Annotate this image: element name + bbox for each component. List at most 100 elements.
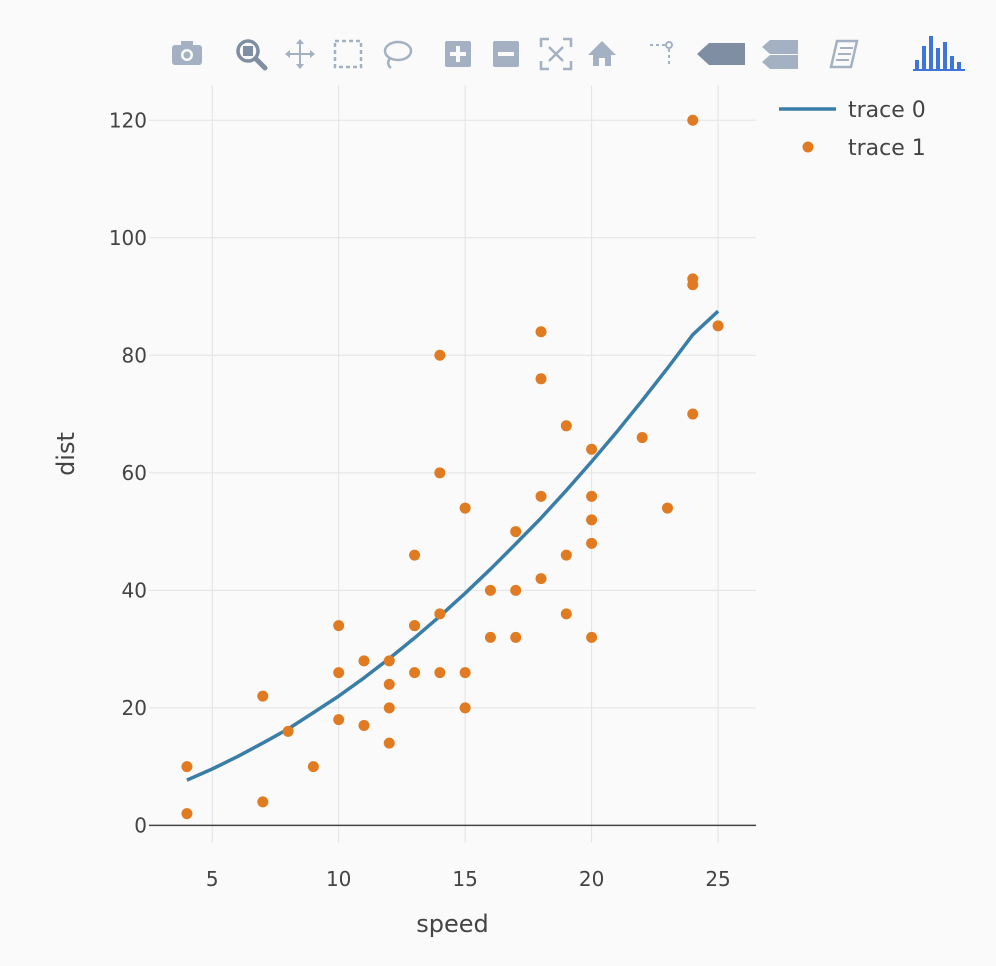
trace-1-point[interactable] bbox=[484, 631, 496, 643]
zoom-button[interactable] bbox=[225, 34, 277, 74]
lasso-icon bbox=[383, 40, 413, 69]
trace-1-point[interactable] bbox=[459, 502, 471, 514]
trace-1-point[interactable] bbox=[307, 761, 319, 773]
trace-1-point[interactable] bbox=[535, 490, 547, 502]
x-tick-label: 15 bbox=[452, 867, 477, 891]
trace-1-point[interactable] bbox=[409, 667, 421, 679]
trace-1-point[interactable] bbox=[333, 667, 345, 679]
pan-icon bbox=[285, 39, 315, 69]
trace-1-point[interactable] bbox=[586, 490, 598, 502]
gridlines bbox=[149, 85, 756, 843]
trace-1-point[interactable] bbox=[434, 467, 446, 479]
trace-1-point[interactable] bbox=[383, 702, 395, 714]
y-tick-label: 80 bbox=[122, 343, 147, 367]
trace-1-point[interactable] bbox=[434, 608, 446, 620]
trace-1-point[interactable] bbox=[510, 584, 522, 596]
trace-1-point[interactable] bbox=[181, 761, 193, 773]
box-select-button[interactable] bbox=[322, 34, 374, 74]
edit-chart-studio-button[interactable] bbox=[819, 34, 871, 74]
trace-1-point[interactable] bbox=[535, 573, 547, 585]
autoscale-icon bbox=[539, 37, 573, 71]
trace-1-point[interactable] bbox=[434, 349, 446, 361]
trace-1-point[interactable] bbox=[282, 725, 294, 737]
trace-1-point[interactable] bbox=[560, 549, 572, 561]
trace-1-point[interactable] bbox=[434, 667, 446, 679]
trace-1-point[interactable] bbox=[586, 514, 598, 526]
download-plot-button[interactable] bbox=[161, 34, 213, 74]
spike-lines-icon bbox=[650, 41, 673, 67]
y-tick-label: 120 bbox=[109, 108, 147, 132]
legend-marker-swatch bbox=[802, 141, 814, 153]
trace-0-line[interactable] bbox=[186, 309, 720, 782]
trace-1-point[interactable] bbox=[510, 526, 522, 538]
trace-1-point[interactable] bbox=[358, 655, 370, 667]
box-select-icon bbox=[333, 39, 363, 69]
legend-item-0[interactable]: trace 0 bbox=[779, 98, 926, 123]
y-tick-label: 60 bbox=[122, 461, 147, 485]
y-tick-labels: 0 20 40 60 80 100 120 bbox=[109, 108, 147, 837]
trace-1-point[interactable] bbox=[687, 408, 699, 420]
trace-1-point[interactable] bbox=[586, 631, 598, 643]
trace-1-point[interactable] bbox=[383, 678, 395, 690]
legend-label: trace 0 bbox=[848, 98, 926, 123]
trace-1-point[interactable] bbox=[484, 584, 496, 596]
autoscale-button[interactable] bbox=[530, 34, 582, 74]
trace-1-point[interactable] bbox=[409, 620, 421, 632]
x-tick-label: 5 bbox=[206, 867, 219, 891]
zoom-out-button[interactable] bbox=[480, 34, 532, 74]
x-tick-label: 25 bbox=[705, 867, 730, 891]
y-tick-label: 0 bbox=[134, 813, 147, 837]
hover-compare-icon bbox=[762, 40, 798, 69]
zoom-out-icon bbox=[493, 41, 519, 67]
zoom-icon bbox=[236, 39, 268, 71]
trace-1-point[interactable] bbox=[333, 714, 345, 726]
toggle-spike-lines-button[interactable] bbox=[636, 34, 688, 74]
home-icon bbox=[588, 41, 616, 66]
trace-1-point[interactable] bbox=[535, 326, 547, 338]
legend-label: trace 1 bbox=[848, 136, 926, 161]
trace-1-point[interactable] bbox=[409, 549, 421, 561]
x-tick-labels: 5 10 15 20 25 bbox=[206, 867, 731, 891]
trace-1-point[interactable] bbox=[383, 655, 395, 667]
trace-1-point[interactable] bbox=[333, 620, 345, 632]
pan-button[interactable] bbox=[274, 34, 326, 74]
trace-1-point[interactable] bbox=[535, 373, 547, 385]
trace-1-point[interactable] bbox=[661, 502, 673, 514]
plotly-logo-icon bbox=[913, 36, 965, 71]
legend: trace 0 trace 1 bbox=[779, 98, 926, 161]
trace-1-point[interactable] bbox=[358, 719, 370, 731]
legend-item-1[interactable]: trace 1 bbox=[802, 136, 926, 161]
plotly-logo-link[interactable] bbox=[913, 34, 965, 74]
trace-1-point[interactable] bbox=[586, 443, 598, 455]
trace-1-point[interactable] bbox=[510, 631, 522, 643]
trace-1-point[interactable] bbox=[636, 432, 648, 444]
trace-1-point[interactable] bbox=[459, 667, 471, 679]
zoom-in-button[interactable] bbox=[432, 34, 484, 74]
trace-1-point[interactable] bbox=[459, 702, 471, 714]
x-tick-label: 20 bbox=[579, 867, 604, 891]
trace-1-point[interactable] bbox=[257, 796, 269, 808]
trace-1-point[interactable] bbox=[383, 737, 395, 749]
x-axis-title: speed bbox=[416, 910, 489, 938]
trace-1-point[interactable] bbox=[560, 420, 572, 432]
hover-compare-button[interactable] bbox=[754, 34, 806, 74]
reset-axes-button[interactable] bbox=[576, 34, 628, 74]
plot-traces bbox=[181, 114, 724, 820]
modebar bbox=[161, 34, 965, 74]
trace-1-point[interactable] bbox=[257, 690, 269, 702]
x-tick-label: 10 bbox=[326, 867, 351, 891]
trace-1-point[interactable] bbox=[712, 320, 724, 332]
y-tick-label: 20 bbox=[122, 696, 147, 720]
trace-1-point[interactable] bbox=[181, 808, 193, 820]
hover-closest-button[interactable] bbox=[695, 34, 747, 74]
lasso-select-button[interactable] bbox=[370, 34, 422, 74]
trace-1-point[interactable] bbox=[560, 608, 572, 620]
hover-closest-icon bbox=[697, 43, 745, 65]
trace-1-point[interactable] bbox=[687, 273, 699, 285]
y-axis-title: dist bbox=[52, 432, 80, 476]
trace-1-point[interactable] bbox=[687, 114, 699, 126]
y-tick-label: 40 bbox=[122, 578, 147, 602]
trace-1-point[interactable] bbox=[586, 537, 598, 549]
